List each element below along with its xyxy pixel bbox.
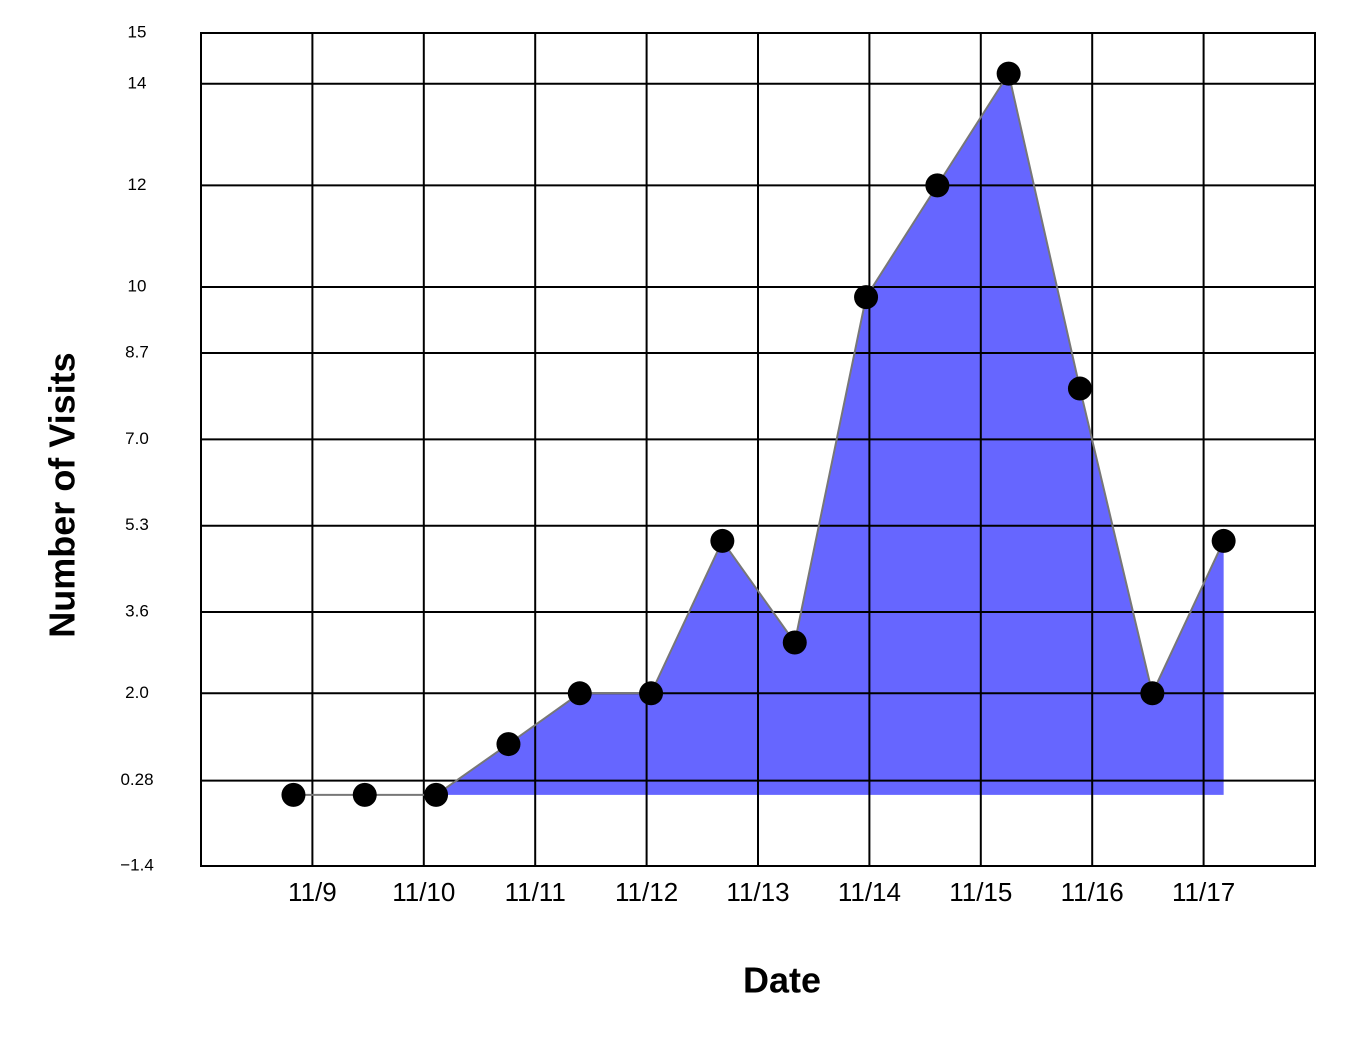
y-tick-label: 8.7 bbox=[125, 342, 149, 361]
x-tick-label: 11/16 bbox=[1061, 877, 1124, 907]
x-tick-label: 11/11 bbox=[505, 877, 566, 907]
marker bbox=[996, 61, 1021, 86]
marker bbox=[925, 173, 950, 198]
marker bbox=[352, 782, 377, 807]
y-tick-label: 10 bbox=[128, 276, 147, 295]
y-tick-label: 0.28 bbox=[120, 770, 153, 789]
marker bbox=[1067, 376, 1092, 401]
x-tick-label: 11/9 bbox=[288, 877, 337, 907]
y-tick-label: 5.3 bbox=[125, 515, 149, 534]
y-tick-label: 7.0 bbox=[125, 429, 149, 448]
y-tick-label: 12 bbox=[128, 175, 147, 194]
x-tick-label: 11/12 bbox=[615, 877, 678, 907]
x-tick-label: 11/14 bbox=[838, 877, 901, 907]
x-axis-title: Date bbox=[743, 960, 821, 1001]
y-tick-label: 3.6 bbox=[125, 602, 149, 621]
line bbox=[293, 71, 1225, 796]
x-tick-label: 11/13 bbox=[726, 877, 789, 907]
plot-border bbox=[200, 32, 1316, 867]
marker bbox=[496, 732, 521, 757]
y-axis-title: Number of Visits bbox=[42, 352, 83, 637]
x-tick-label: 11/15 bbox=[949, 877, 1012, 907]
x-tick-label: 11/10 bbox=[392, 877, 455, 907]
marker bbox=[281, 782, 306, 807]
y-tick-label: 15 bbox=[128, 22, 147, 41]
marker bbox=[1140, 681, 1165, 706]
marker bbox=[854, 285, 879, 310]
marker bbox=[424, 782, 449, 807]
y-tick-label: 14 bbox=[128, 73, 147, 92]
y-tick-label: 2.0 bbox=[125, 683, 149, 702]
marker bbox=[782, 630, 807, 655]
marker bbox=[710, 528, 735, 553]
marker bbox=[1211, 528, 1236, 553]
x-tick-label: 11/17 bbox=[1172, 877, 1235, 907]
y-tick-label: −1.4 bbox=[120, 855, 154, 874]
marker bbox=[567, 681, 592, 706]
marker bbox=[639, 681, 664, 706]
area bbox=[293, 73, 1224, 795]
